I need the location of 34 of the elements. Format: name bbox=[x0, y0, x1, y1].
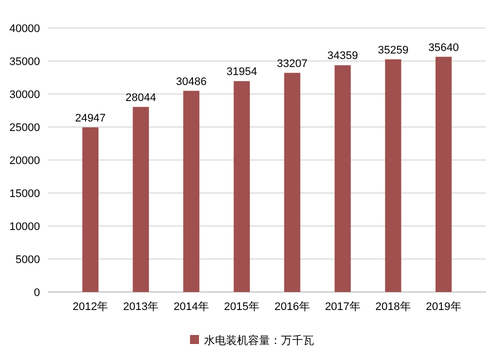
data-label: 31954 bbox=[226, 66, 258, 78]
y-tick-label: 40000 bbox=[9, 22, 40, 35]
legend-label: 水电装机容量：万千瓦 bbox=[204, 334, 314, 347]
y-tick-label: 25000 bbox=[9, 122, 40, 134]
data-label: 28044 bbox=[126, 92, 156, 104]
x-tick-label: 2016年 bbox=[274, 301, 310, 313]
y-tick-label: 15000 bbox=[9, 188, 40, 200]
data-label: 33207 bbox=[276, 58, 308, 70]
x-tick-label: 2019年 bbox=[426, 301, 462, 313]
data-label: 24947 bbox=[75, 112, 106, 124]
x-tick-label: 2012年 bbox=[72, 301, 108, 313]
bar bbox=[82, 127, 98, 292]
data-label: 30486 bbox=[176, 76, 207, 88]
data-label: 35640 bbox=[428, 42, 459, 54]
y-tick-label: 20000 bbox=[9, 154, 40, 167]
bar bbox=[234, 81, 250, 292]
bar bbox=[132, 106, 149, 292]
bar bbox=[385, 59, 402, 292]
data-label: 35259 bbox=[378, 44, 408, 56]
y-tick-label: 35000 bbox=[9, 56, 40, 68]
x-tick-label: 2018年 bbox=[375, 301, 411, 313]
x-tick-label: 2013年 bbox=[123, 301, 159, 313]
y-tick-label: 10000 bbox=[9, 220, 40, 233]
data-label: 34359 bbox=[327, 50, 358, 62]
x-tick-label: 2017年 bbox=[324, 301, 360, 313]
bar bbox=[436, 56, 452, 292]
bar bbox=[183, 90, 200, 292]
y-tick-label: 5000 bbox=[16, 254, 40, 266]
bar bbox=[334, 65, 351, 292]
x-tick-label: 2014年 bbox=[174, 301, 210, 313]
y-tick-label: 0 bbox=[34, 286, 40, 299]
y-tick-label: 30000 bbox=[9, 88, 40, 101]
bar bbox=[284, 72, 300, 292]
x-tick-label: 2015年 bbox=[224, 301, 260, 313]
